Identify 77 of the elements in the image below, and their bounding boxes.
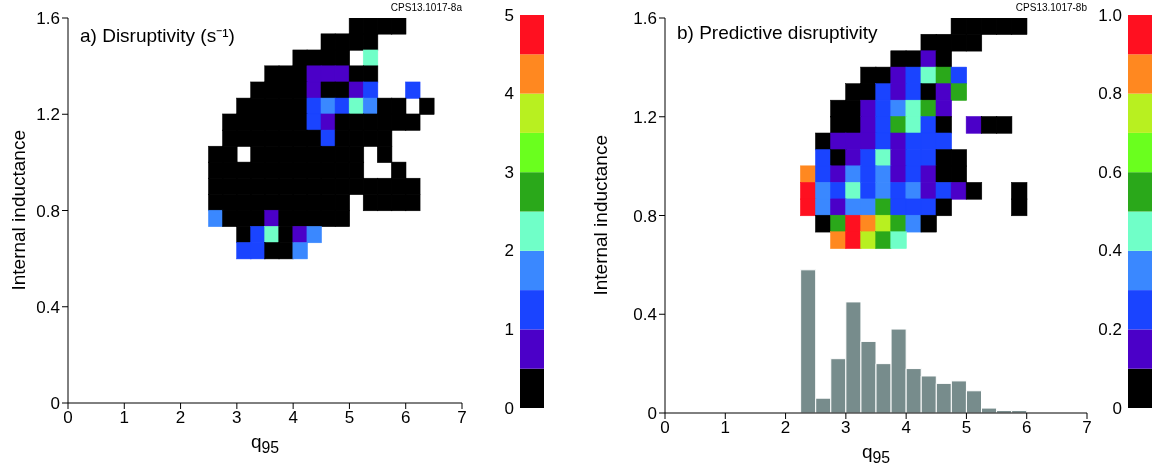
y-tick-label: 0.4 bbox=[36, 297, 60, 317]
x-tick-label: 1 bbox=[720, 418, 731, 438]
y-tick-label: 1.2 bbox=[633, 107, 657, 127]
point bbox=[362, 49, 379, 67]
chart-title: b) Predictive disruptivity bbox=[677, 22, 878, 44]
text: CPS13.1017-8a bbox=[389, 2, 462, 13]
x-tick-label: 4 bbox=[901, 418, 911, 438]
point bbox=[996, 116, 1013, 134]
x-tick-label: 0 bbox=[660, 418, 670, 438]
point bbox=[348, 65, 365, 83]
x-tick-label: 2 bbox=[175, 408, 186, 428]
point bbox=[348, 81, 365, 99]
y-tick-label: 0 bbox=[50, 394, 60, 414]
point bbox=[348, 97, 365, 115]
point bbox=[377, 145, 393, 163]
color-bar-label: 1.0 bbox=[1098, 5, 1122, 25]
text: CPS13.1017-8b bbox=[1014, 2, 1087, 13]
point bbox=[890, 231, 907, 249]
point bbox=[815, 198, 832, 217]
color-bar-label: 2 bbox=[504, 241, 514, 261]
x-tick-label: 4 bbox=[288, 408, 298, 428]
point bbox=[920, 83, 937, 101]
x-tick-label: 2 bbox=[780, 418, 791, 438]
x-tick-label: 3 bbox=[232, 408, 242, 428]
color-bar-label: 0.2 bbox=[1098, 319, 1122, 339]
point bbox=[860, 198, 877, 217]
point bbox=[362, 194, 379, 212]
x-axis-title: q$_{95}$ bbox=[249, 431, 281, 457]
point bbox=[965, 33, 983, 52]
point bbox=[845, 231, 862, 249]
color-bar-label: 0.6 bbox=[1098, 162, 1122, 182]
y-axis-title: Internal inductance bbox=[8, 130, 30, 291]
point bbox=[1011, 18, 1028, 35]
x-tick-label: 1 bbox=[119, 408, 130, 428]
color-bar-label: 0.4 bbox=[1098, 241, 1122, 261]
point bbox=[845, 83, 862, 101]
x-tick-label: 5 bbox=[344, 408, 355, 428]
y-tick-label: 0.8 bbox=[36, 201, 60, 221]
y-tick-label: 0.4 bbox=[633, 305, 657, 325]
point bbox=[236, 242, 252, 260]
point bbox=[845, 198, 862, 217]
y-tick-label: 1.6 bbox=[633, 9, 657, 29]
point bbox=[391, 18, 407, 35]
point bbox=[980, 116, 998, 134]
color-bar-label: 4 bbox=[504, 84, 514, 104]
point bbox=[292, 242, 308, 260]
color-bar-label: 5 bbox=[504, 5, 514, 25]
point bbox=[306, 129, 322, 147]
x-axis-title: q$_{95}$ bbox=[860, 441, 892, 465]
point bbox=[935, 50, 952, 68]
x-tick-label: 7 bbox=[457, 408, 467, 428]
point bbox=[935, 116, 952, 134]
point bbox=[208, 209, 224, 227]
x-tick-label: 3 bbox=[841, 418, 851, 438]
x-tick-label: 6 bbox=[400, 408, 411, 428]
y-axis-title: Internal inductance bbox=[590, 135, 612, 296]
point bbox=[405, 113, 421, 131]
color-bar-label: 3 bbox=[504, 162, 514, 182]
point bbox=[306, 226, 322, 244]
color-bar-label: 1 bbox=[504, 319, 514, 339]
point bbox=[391, 161, 407, 179]
point bbox=[362, 65, 379, 83]
y-tick-label: 1.6 bbox=[36, 9, 60, 29]
x-tick-label: 0 bbox=[63, 408, 73, 428]
chart-title: a) Disruptivity (s⁻¹) bbox=[80, 24, 235, 48]
y-tick-label: 1.2 bbox=[36, 105, 60, 125]
color-bar-label: 0.8 bbox=[1098, 84, 1122, 104]
point bbox=[830, 231, 847, 249]
point bbox=[860, 231, 877, 249]
point bbox=[405, 194, 421, 212]
point bbox=[405, 177, 421, 195]
x-tick-label: 5 bbox=[961, 418, 972, 438]
x-tick-label: 7 bbox=[1082, 418, 1092, 438]
point bbox=[250, 242, 266, 260]
y-tick-label: 0.8 bbox=[633, 206, 657, 226]
point bbox=[419, 97, 435, 115]
x-tick-label: 6 bbox=[1021, 418, 1032, 438]
